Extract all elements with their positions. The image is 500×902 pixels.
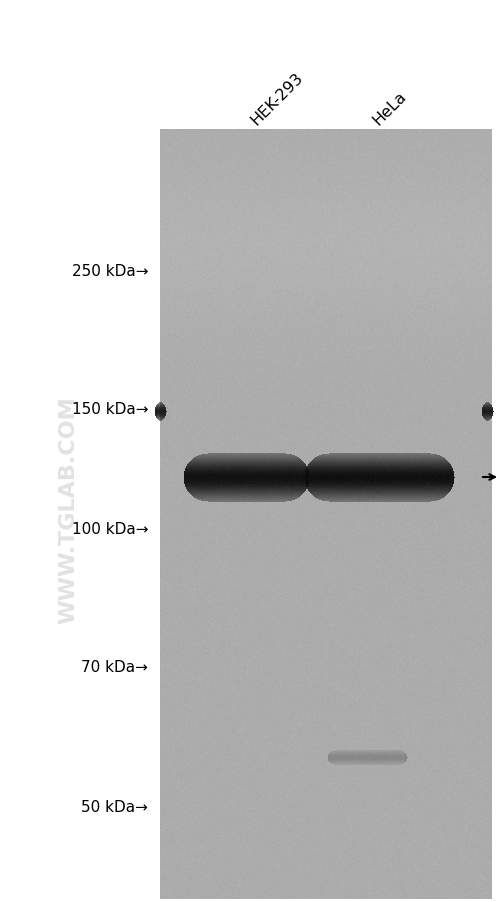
Text: HEK-293: HEK-293	[248, 69, 306, 128]
Text: 250 kDa→: 250 kDa→	[72, 264, 148, 280]
Text: WWW.TGLAB.COM: WWW.TGLAB.COM	[58, 396, 78, 623]
Text: 150 kDa→: 150 kDa→	[72, 402, 148, 417]
Text: 70 kDa→: 70 kDa→	[81, 659, 148, 675]
Text: 100 kDa→: 100 kDa→	[72, 522, 148, 537]
Text: 50 kDa→: 50 kDa→	[81, 799, 148, 815]
Text: HeLa: HeLa	[370, 88, 410, 128]
